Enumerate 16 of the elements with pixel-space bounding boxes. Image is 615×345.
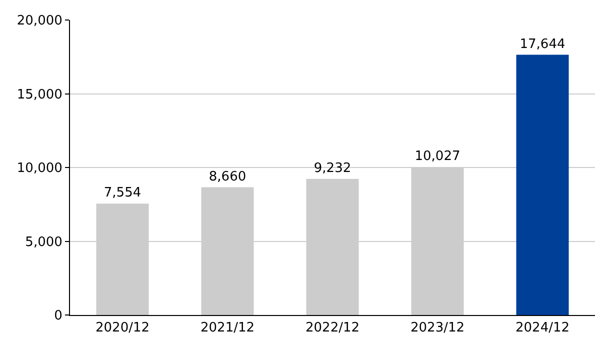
x-tick-label: 2021/12: [200, 320, 255, 336]
y-tick-label: 10,000: [16, 161, 62, 176]
data-label: 8,660: [208, 169, 246, 184]
data-label: 10,027: [414, 149, 460, 164]
data-label: 9,232: [314, 160, 352, 176]
y-tick-label: 20,000: [16, 14, 62, 29]
x-tick-label: 2022/12: [305, 320, 360, 336]
data-label: 17,644: [520, 36, 566, 52]
x-tick-label: 2024/12: [515, 320, 570, 336]
data-label: 7,554: [104, 186, 142, 201]
bar: [516, 54, 569, 315]
x-tick-label: 2020/12: [95, 320, 150, 336]
y-tick-label: 5,000: [25, 234, 62, 250]
y-tick-label: 0: [54, 308, 62, 324]
x-tick-label: 2023/12: [410, 320, 465, 336]
y-tick-label: 15,000: [16, 87, 62, 102]
